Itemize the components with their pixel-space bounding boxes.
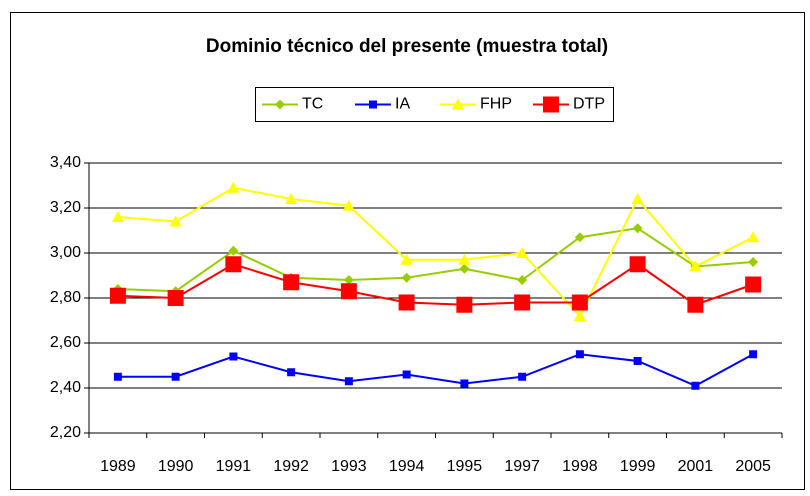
x-tick-label: 1994 <box>389 458 425 475</box>
marker <box>344 377 353 386</box>
marker <box>517 275 528 285</box>
chart-title: Dominio técnico del presente (muestra to… <box>206 36 608 57</box>
marker <box>342 199 355 211</box>
marker <box>340 283 357 300</box>
marker <box>629 256 646 273</box>
marker <box>109 287 126 304</box>
x-tick-label: 1993 <box>331 458 367 475</box>
legend-label: IA <box>395 96 410 113</box>
marker <box>632 223 643 234</box>
marker <box>227 181 240 193</box>
x-tick-label: 1989 <box>100 458 136 475</box>
marker <box>111 211 124 222</box>
marker <box>402 370 411 379</box>
series-line <box>117 227 754 293</box>
x-tick-label: 1998 <box>562 458 598 475</box>
legend-marker <box>543 96 559 113</box>
y-tick-label: 2,40 <box>50 379 81 396</box>
x-tick-label: 2001 <box>678 458 714 475</box>
marker <box>229 352 238 361</box>
marker <box>167 290 184 306</box>
marker <box>747 231 760 243</box>
legend-label: TC <box>302 96 323 113</box>
marker <box>571 294 588 311</box>
legend-marker <box>275 99 285 110</box>
marker <box>113 372 122 381</box>
marker <box>169 215 182 227</box>
legend-label: DTP <box>573 96 605 113</box>
marker <box>633 357 642 365</box>
marker <box>343 275 354 285</box>
marker <box>460 379 469 388</box>
marker <box>574 232 585 243</box>
marker <box>400 253 413 265</box>
series-line <box>117 353 754 387</box>
y-tick-label: 3,40 <box>50 154 81 171</box>
y-tick-label: 2,20 <box>50 424 81 441</box>
marker <box>518 372 527 381</box>
marker <box>631 193 644 204</box>
legend-marker <box>452 98 464 110</box>
marker <box>287 368 296 377</box>
x-tick-label: 1999 <box>620 458 656 475</box>
marker <box>573 310 586 321</box>
marker <box>748 257 759 267</box>
legend-marker <box>369 100 377 109</box>
chart-border <box>10 12 805 490</box>
x-tick-label: 1991 <box>216 458 252 475</box>
series-line <box>117 263 754 306</box>
y-tick-label: 3,20 <box>50 199 81 216</box>
legend-label: FHP <box>480 96 512 113</box>
y-tick-label: 2,60 <box>50 334 81 351</box>
marker <box>745 276 762 293</box>
series-line <box>117 186 754 318</box>
marker <box>514 294 531 311</box>
marker <box>456 296 473 313</box>
marker <box>689 260 702 272</box>
marker <box>516 247 529 258</box>
y-tick-label: 2,80 <box>50 289 81 306</box>
marker <box>285 193 298 204</box>
x-tick-label: 2005 <box>735 458 771 475</box>
x-tick-label: 1997 <box>504 458 540 475</box>
marker <box>171 372 180 381</box>
marker <box>749 350 758 359</box>
marker <box>283 274 300 291</box>
marker <box>459 263 470 274</box>
x-tick-label: 1995 <box>447 458 483 475</box>
marker <box>401 272 412 283</box>
marker <box>691 381 700 390</box>
marker <box>575 350 584 359</box>
marker <box>225 256 242 273</box>
y-tick-label: 3,00 <box>50 244 81 261</box>
marker <box>228 245 239 256</box>
x-tick-label: 1992 <box>273 458 309 475</box>
marker <box>398 294 415 311</box>
marker <box>458 253 471 265</box>
marker <box>687 296 704 313</box>
x-tick-label: 1990 <box>158 458 194 475</box>
